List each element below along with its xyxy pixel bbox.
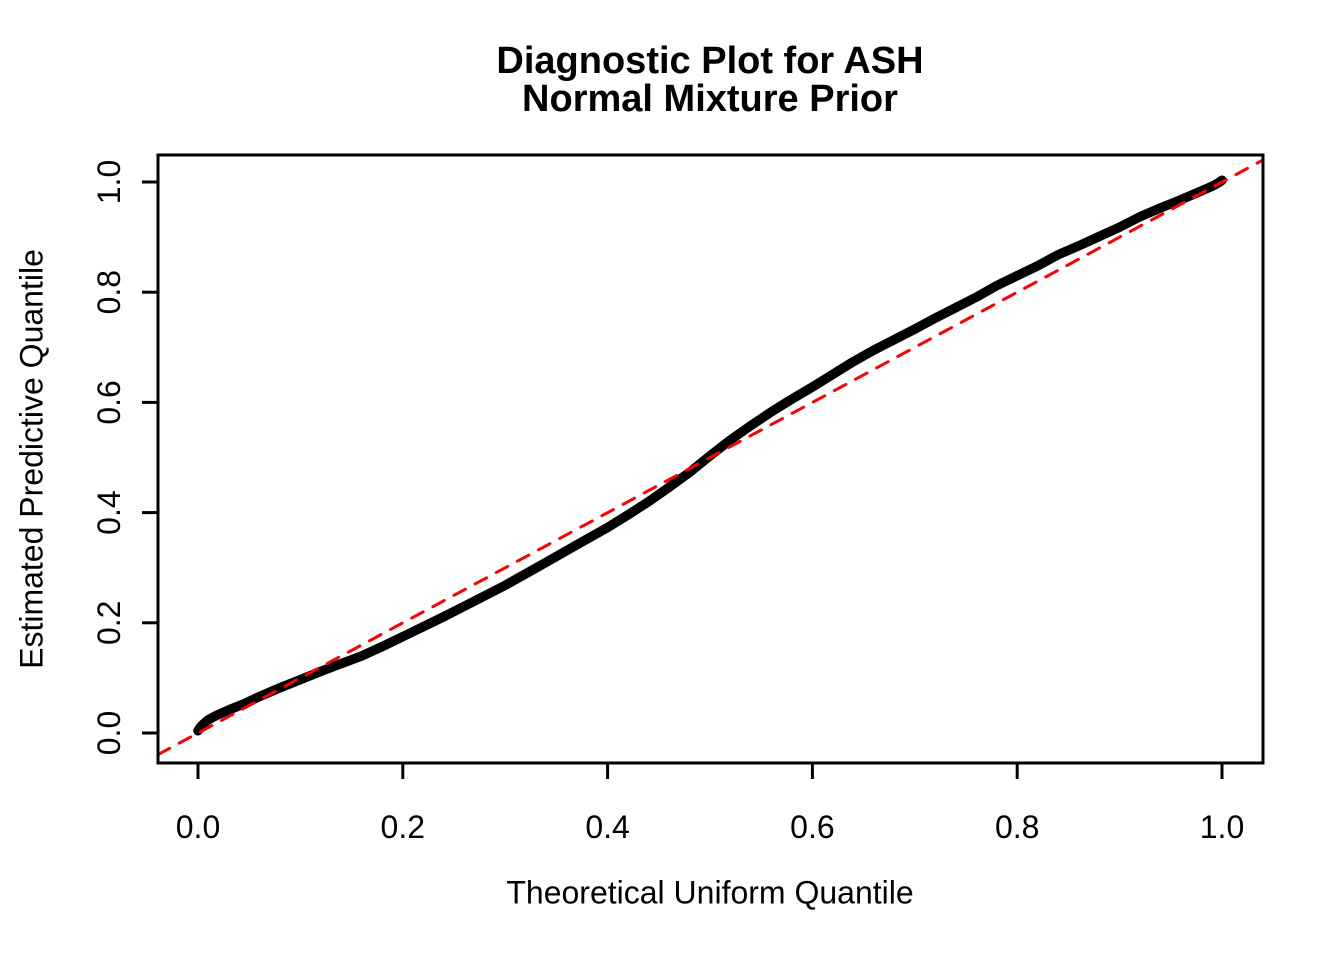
estimated-predictive-quantile-curve <box>193 175 1227 736</box>
x-tick-label: 0.8 <box>995 809 1039 845</box>
x-tick-label: 0.2 <box>381 809 425 845</box>
y-tick-label: 0.2 <box>91 601 127 645</box>
y-tick-label: 0.6 <box>91 380 127 424</box>
chart-title-line2: Normal Mixture Prior <box>522 78 898 120</box>
y-tick-label: 0.8 <box>91 270 127 314</box>
x-tick-label: 0.6 <box>790 809 834 845</box>
y-tick-label: 1.0 <box>91 160 127 204</box>
y-tick-label: 0.4 <box>91 490 127 534</box>
x-tick-label: 0.0 <box>176 809 220 845</box>
identity-reference-line <box>158 158 1263 756</box>
chart-title: Diagnostic Plot for ASH Normal Mixture P… <box>496 42 923 118</box>
plot-box <box>156 153 1265 765</box>
x-tick-label: 1.0 <box>1200 809 1244 845</box>
y-tick-label: 0.0 <box>91 711 127 755</box>
chart-title-line1: Diagnostic Plot for ASH <box>496 40 924 82</box>
x-tick-label: 0.4 <box>585 809 629 845</box>
x-axis-label: Theoretical Uniform Quantile <box>506 874 914 911</box>
